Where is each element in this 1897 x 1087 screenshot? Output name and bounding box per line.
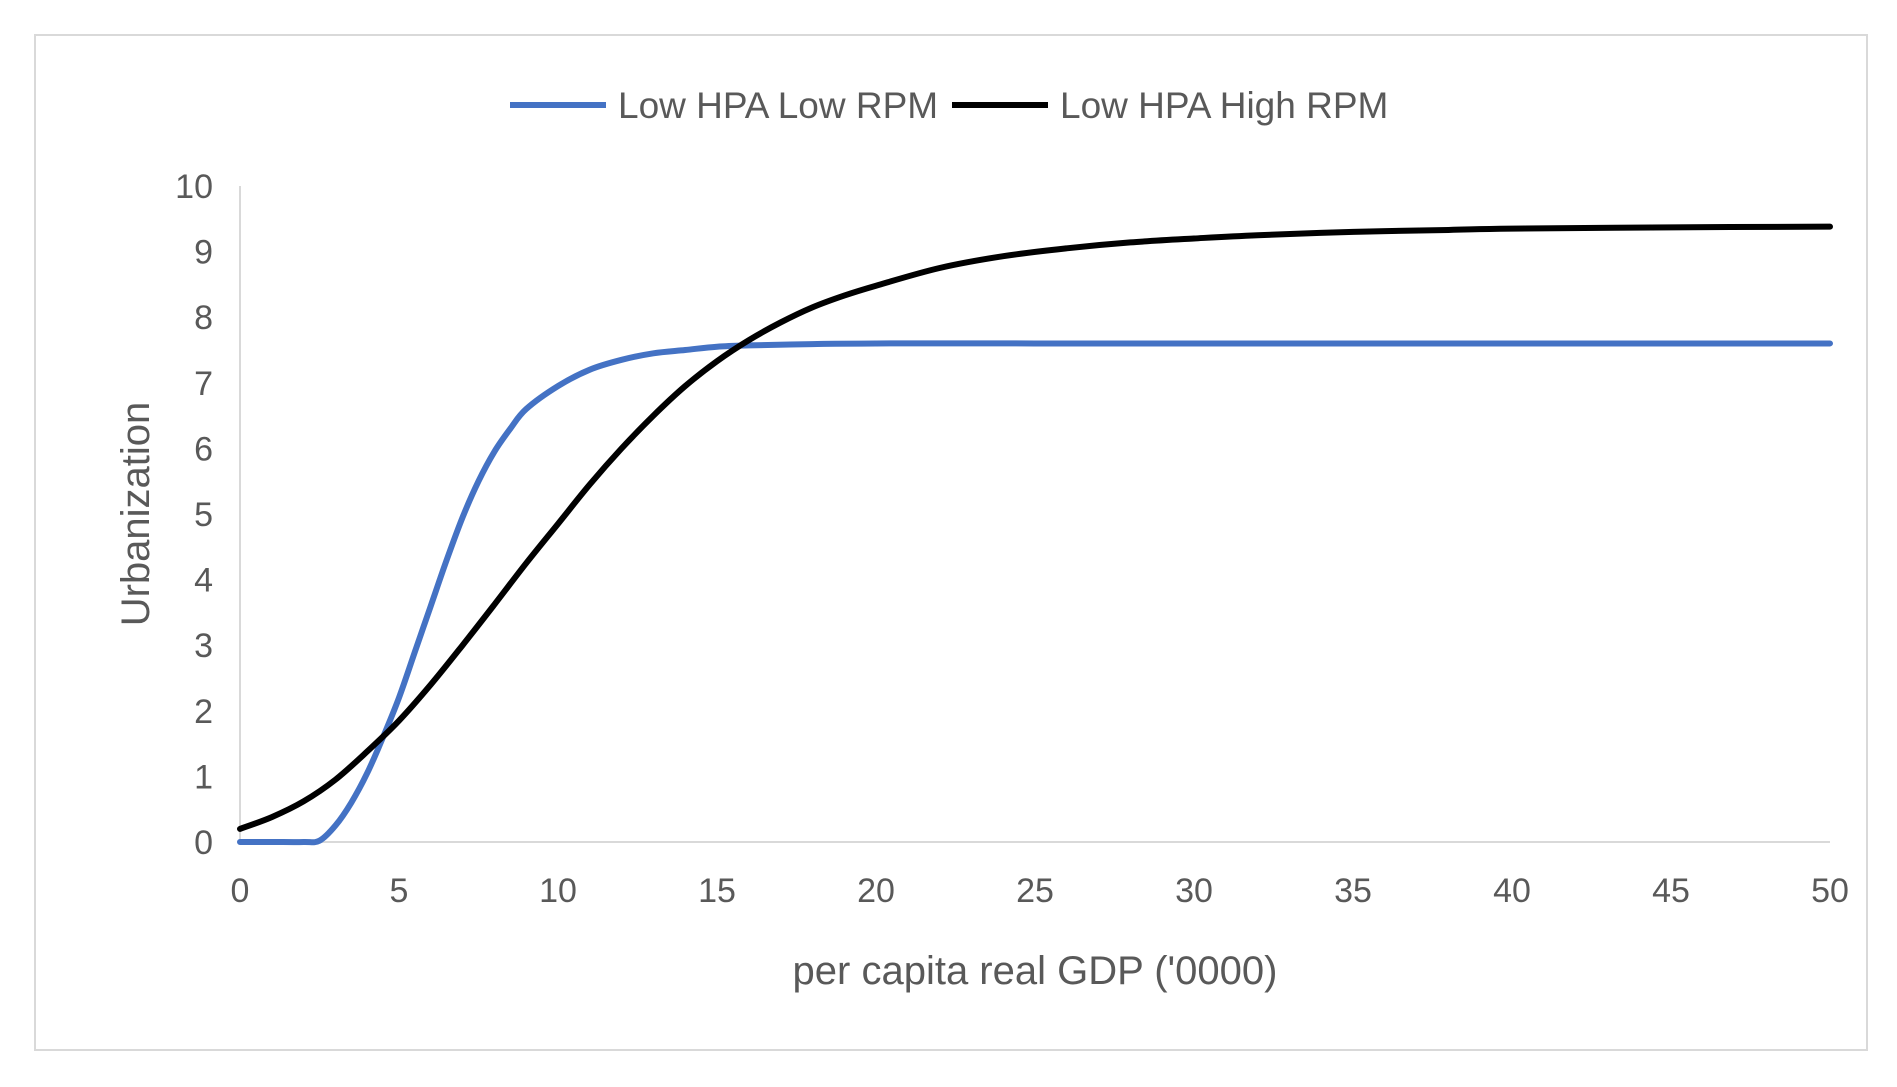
x-tick-label: 35: [1334, 872, 1372, 910]
y-tick-label: 0: [194, 824, 213, 862]
x-tick-label: 25: [1016, 872, 1054, 910]
y-tick-label: 1: [194, 758, 213, 796]
legend: Low HPA Low RPM Low HPA High RPM: [510, 85, 1388, 126]
y-tick-label: 7: [194, 365, 213, 403]
x-tick-label: 5: [390, 872, 409, 910]
x-tick-label: 0: [231, 872, 250, 910]
y-tick-label: 9: [194, 234, 213, 272]
x-tick-label: 20: [857, 872, 895, 910]
y-tick-label: 5: [194, 496, 213, 534]
legend-label-low-hpa-low-rpm: Low HPA Low RPM: [618, 85, 938, 126]
y-axis-title: Urbanization: [114, 402, 158, 627]
y-tick-label: 10: [175, 168, 213, 206]
series-line-low-hpa-high-rpm: [237, 223, 1833, 832]
x-tick-labels: 0 5 10 15 20 25 30 35 40 45 50: [231, 872, 1849, 910]
x-tick-label: 50: [1811, 872, 1849, 910]
x-tick-label: 10: [539, 872, 577, 910]
y-tick-label: 3: [194, 627, 213, 665]
series-layer: [237, 223, 1833, 846]
x-axis-title: per capita real GDP ('0000): [793, 949, 1278, 993]
y-tick-label: 4: [194, 562, 213, 600]
y-tick-label: 8: [194, 299, 213, 337]
x-tick-label: 45: [1652, 872, 1690, 910]
line-chart: Low HPA Low RPM Low HPA High RPM 0123456…: [114, 85, 1849, 993]
y-tick-labels: 0 1 2 3 4 5 6 7 8 9 10: [175, 168, 213, 862]
y-tick-label: 6: [194, 430, 213, 468]
series-line-low-hpa-low-rpm: [237, 340, 1833, 846]
x-tick-label: 15: [698, 872, 736, 910]
legend-label-low-hpa-high-rpm: Low HPA High RPM: [1060, 85, 1388, 126]
y-tick-label: 2: [194, 693, 213, 731]
x-tick-label: 40: [1493, 872, 1531, 910]
x-tick-label: 30: [1175, 872, 1213, 910]
